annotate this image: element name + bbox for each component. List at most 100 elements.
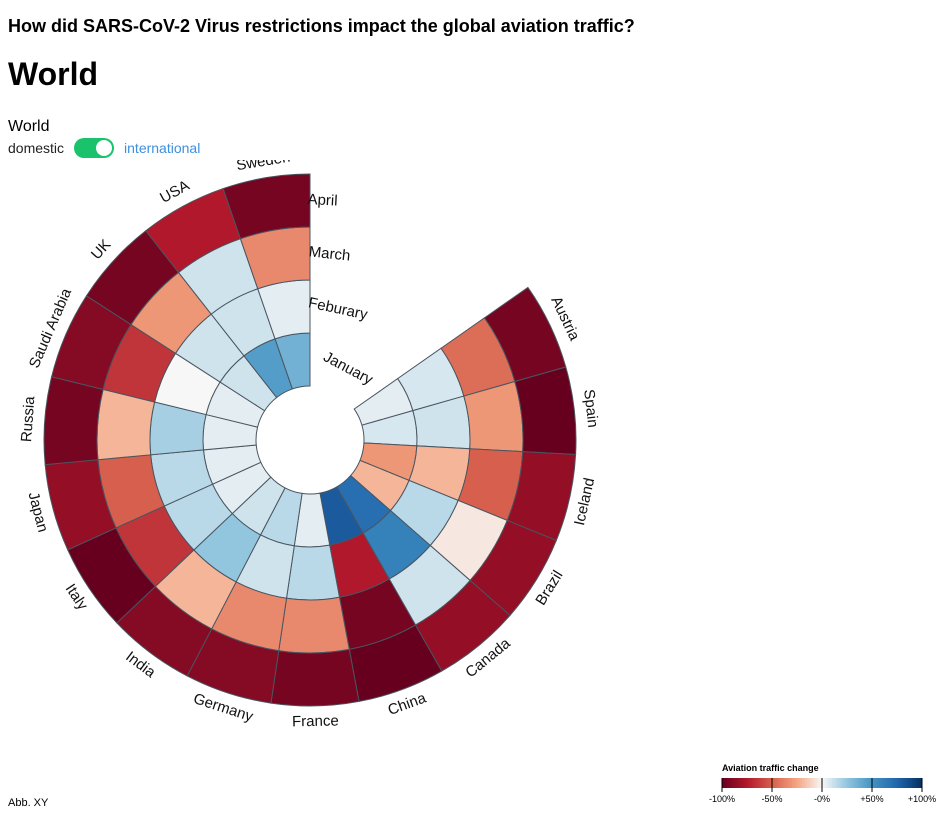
heat-cell-sweden-april[interactable] bbox=[222, 173, 311, 240]
legend-swatch bbox=[747, 778, 750, 788]
legend-swatch bbox=[822, 778, 825, 788]
legend-swatch bbox=[834, 778, 838, 788]
international-option[interactable]: international bbox=[124, 140, 201, 156]
legend-swatch bbox=[829, 778, 833, 788]
scope-toggle-row: domestic international bbox=[8, 138, 200, 158]
heat-cell-france-feburary[interactable] bbox=[285, 544, 341, 601]
legend-swatch bbox=[759, 778, 763, 788]
legend-swatch bbox=[807, 778, 810, 788]
legend-swatch bbox=[722, 778, 725, 788]
country-label-russia: Russia bbox=[18, 395, 38, 443]
legend-swatch bbox=[814, 778, 818, 788]
legend-tick-label: -0% bbox=[814, 794, 830, 804]
legend-swatch bbox=[914, 778, 918, 788]
legend-swatch bbox=[802, 778, 805, 788]
legend-swatch bbox=[772, 778, 775, 788]
legend-swatch bbox=[754, 778, 758, 788]
legend-swatch bbox=[897, 778, 900, 788]
page-title: World bbox=[8, 56, 99, 92]
country-label-iceland: Iceland bbox=[571, 476, 598, 527]
legend-swatch bbox=[832, 778, 835, 788]
figure-footnote: Abb. XY bbox=[8, 797, 49, 809]
legend-swatch bbox=[867, 778, 870, 788]
legend-swatch bbox=[819, 778, 823, 788]
legend-swatch bbox=[762, 778, 765, 788]
legend-swatch bbox=[844, 778, 848, 788]
legend-swatch bbox=[877, 778, 880, 788]
country-label-sweden: Sweden bbox=[235, 160, 291, 174]
country-label-france: France bbox=[292, 712, 339, 730]
legend-swatch bbox=[857, 778, 860, 788]
month-label-april: April bbox=[307, 191, 338, 210]
heat-cell-spain-april[interactable] bbox=[514, 366, 577, 456]
radial-heatmap: AustriaSpainIcelandBrazilCanadaChinaFran… bbox=[18, 160, 601, 730]
legend-swatch bbox=[887, 778, 890, 788]
legend-swatch bbox=[774, 778, 778, 788]
legend-swatch bbox=[749, 778, 753, 788]
legend-swatch bbox=[789, 778, 793, 788]
legend-tick-label: +100% bbox=[908, 794, 936, 804]
legend-swatch bbox=[757, 778, 760, 788]
legend-swatch bbox=[909, 778, 913, 788]
legend-swatch bbox=[737, 778, 740, 788]
legend-swatch bbox=[804, 778, 808, 788]
legend-swatch bbox=[827, 778, 830, 788]
legend-swatch bbox=[779, 778, 783, 788]
legend-swatch bbox=[794, 778, 798, 788]
legend-swatch bbox=[837, 778, 840, 788]
legend-swatch bbox=[724, 778, 728, 788]
legend-swatch bbox=[892, 778, 895, 788]
country-label-china: China bbox=[386, 689, 429, 719]
legend-swatch bbox=[859, 778, 863, 788]
legend-swatch bbox=[854, 778, 858, 788]
legend-swatch bbox=[787, 778, 790, 788]
legend-swatch bbox=[824, 778, 828, 788]
country-label-usa: USA bbox=[157, 177, 192, 207]
legend-swatch bbox=[792, 778, 795, 788]
legend-swatch bbox=[777, 778, 780, 788]
legend-swatch bbox=[729, 778, 733, 788]
legend-swatch bbox=[782, 778, 785, 788]
legend-tick-label: -50% bbox=[761, 794, 782, 804]
legend-swatch bbox=[917, 778, 920, 788]
legend-swatch bbox=[912, 778, 915, 788]
legend-swatch bbox=[809, 778, 813, 788]
domestic-international-switch[interactable] bbox=[74, 138, 115, 158]
legend-swatch bbox=[784, 778, 788, 788]
legend-swatch bbox=[899, 778, 903, 788]
legend-swatch bbox=[842, 778, 845, 788]
month-label-january: January bbox=[320, 348, 376, 388]
heat-cell-russia-april[interactable] bbox=[43, 376, 104, 466]
legend-swatch bbox=[869, 778, 873, 788]
legend-swatch bbox=[889, 778, 893, 788]
legend-swatch bbox=[767, 778, 770, 788]
heat-cell-france-march[interactable] bbox=[278, 596, 350, 654]
legend-swatch bbox=[862, 778, 865, 788]
legend-swatch bbox=[839, 778, 843, 788]
legend-tick-label: +50% bbox=[860, 794, 883, 804]
legend-swatch bbox=[799, 778, 803, 788]
heat-cell-france-april[interactable] bbox=[270, 648, 360, 707]
legend-swatch bbox=[817, 778, 820, 788]
legend-swatch bbox=[874, 778, 878, 788]
legend-swatch bbox=[739, 778, 743, 788]
domestic-option[interactable]: domestic bbox=[8, 140, 65, 156]
legend-swatch bbox=[752, 778, 755, 788]
chart-question: How did SARS-CoV-2 Virus restrictions im… bbox=[8, 16, 635, 36]
legend-swatch bbox=[797, 778, 800, 788]
legend-swatch bbox=[764, 778, 768, 788]
legend-swatch bbox=[812, 778, 815, 788]
legend-swatch bbox=[734, 778, 738, 788]
legend-swatch bbox=[904, 778, 908, 788]
scope-label: World bbox=[8, 118, 50, 135]
country-label-spain: Spain bbox=[580, 388, 601, 428]
legend-swatch bbox=[882, 778, 885, 788]
legend-tick-label: -100% bbox=[709, 794, 735, 804]
legend-swatch bbox=[742, 778, 745, 788]
legend-swatch bbox=[849, 778, 853, 788]
legend-swatch bbox=[884, 778, 888, 788]
legend-swatch bbox=[872, 778, 875, 788]
legend-swatch bbox=[919, 778, 923, 788]
legend-swatch bbox=[907, 778, 910, 788]
month-label-march: March bbox=[308, 243, 351, 264]
